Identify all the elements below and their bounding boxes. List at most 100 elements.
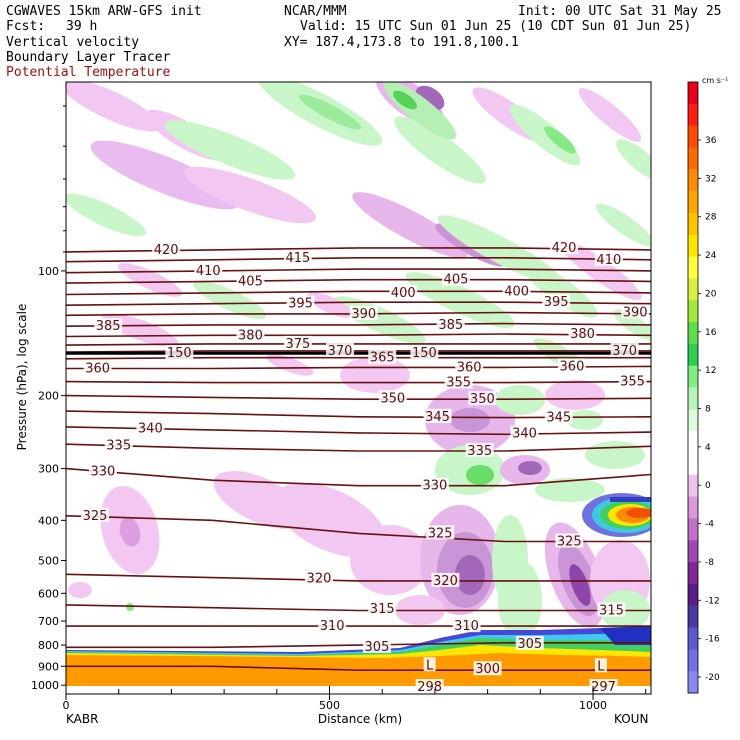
theta-label-bg [468,391,497,406]
theta-label-bg [104,437,133,452]
colorbar-swatch [688,474,698,498]
theta-label: 420 [154,243,179,258]
theta-contour-385 [66,322,651,327]
theta-label-bg [420,477,449,492]
theta-label-bg [568,325,597,340]
theta-label-bg [283,249,312,264]
colorbar-label: 36 [705,136,717,146]
y-tick-label: 300 [38,463,59,476]
theta-label-bg [349,305,378,320]
colorbar-label: -16 [705,635,720,645]
theta-label: 340 [512,427,537,442]
theta-label-bg [286,295,315,310]
colorbar-swatch [688,212,698,236]
colorbar-swatch [688,518,698,541]
theta-contour-325 [66,515,651,543]
theta-label-bg [510,425,539,440]
theta-label: 415 [285,251,310,266]
theta-contour-375 [66,343,651,346]
theta-label: 360 [85,361,110,376]
theta-label: 390 [623,305,648,320]
colorbar-label: 32 [705,174,716,184]
theta-label-bg [236,327,265,342]
field-potential-temperature: Potential Temperature [6,65,171,80]
theta-label-bg [550,239,579,254]
x-tick-label: 1000 [579,699,607,712]
colorbar-label: 0 [705,481,711,491]
colorbar-label: -12 [705,596,720,606]
theta-contour-415 [66,257,651,263]
colorbar-swatch [688,256,698,279]
right-station: KOUN [614,712,649,726]
theta-label: 335 [467,444,492,459]
y-tick-label: 100 [38,265,59,278]
velocity-colorbar: 36 32 28 24 20 16 12 8 4 0 -4 -8 -12 -16 -20 [687,81,720,694]
valid-time: Valid: 15 UTC Sun 01 Jun 25 (10 CDT Sun … [300,19,692,34]
colorbar-swatch [688,169,698,192]
theta-label-bg [444,374,473,389]
theta-label-bg [94,318,123,333]
y-tick-label: 900 [38,660,59,673]
organization: NCAR/MMM [284,4,347,19]
colorbar-swatch [688,365,698,388]
theta-contour-355 [66,380,651,384]
theta-label: 350 [470,392,495,407]
theta-label-bg [415,679,444,694]
y-tick-label: 400 [38,514,59,527]
colorbar-label: 12 [705,366,716,376]
theta-label: 305 [517,637,542,652]
theta-label-bg [542,294,571,309]
colorbar-swatch [688,431,698,454]
colorbar-swatch [688,300,698,323]
colorbar-label: 28 [705,213,717,223]
field-vertical-velocity: Vertical velocity [6,35,140,50]
theta-label-bg [368,349,397,364]
theta-label-bg [515,635,544,650]
colorbar-swatch [688,343,698,367]
colorbar-label: -4 [705,520,714,530]
colorbar-swatch [688,387,698,410]
y-tick-label: 700 [38,615,59,628]
theta-label-bg [423,657,436,672]
colorbar-units: cm s⁻¹ [702,76,729,85]
theta-label: 400 [391,286,416,301]
field-boundary-layer-tracer: Boundary Layer Tracer [6,50,171,65]
theta-label: 380 [570,327,595,342]
theta-contour-335 [66,443,651,452]
theta-label-bg [544,409,573,424]
colorbar-label: 24 [705,251,717,261]
theta-label-bg [555,533,584,548]
theta-label-bg [502,283,531,298]
theta-label: 297 [591,680,616,695]
theta-label: 315 [370,602,395,617]
colorbar-swatch [688,191,698,214]
colorbar-label: 8 [705,405,711,415]
theta-label-bg [455,359,484,374]
theta-contour-360 [66,365,651,370]
theta-label-bg [410,345,439,360]
theta-label-bg [236,273,265,288]
theta-label: 345 [546,411,571,426]
theta-contour-400 [66,290,651,296]
theta-label: 375 [285,337,310,352]
theta-label: 310 [454,619,479,634]
colorbar-swatch [688,125,698,148]
colorbar-swatch [688,147,698,170]
y-axis: 100 200 300 400 500 600 700 800 900 1000 [31,105,66,692]
potential-temperature-contours [66,247,651,671]
theta-label-bg [436,316,465,331]
theta-label: L [597,659,605,674]
colorbar-swatch [688,583,698,607]
theta-label-bg [326,342,355,357]
theta-label-bg [165,345,194,360]
theta-label-bg [426,525,455,540]
colorbar-swatch [688,409,698,432]
theta-label: 385 [96,319,121,334]
colorbar-label: -20 [705,673,720,683]
colorbar-swatch [688,605,698,629]
theta-label: 305 [365,640,390,655]
theta-label: 420 [552,241,577,256]
theta-label: 395 [544,295,569,310]
colorbar-swatch [688,82,698,105]
theta-label: 395 [288,297,313,312]
